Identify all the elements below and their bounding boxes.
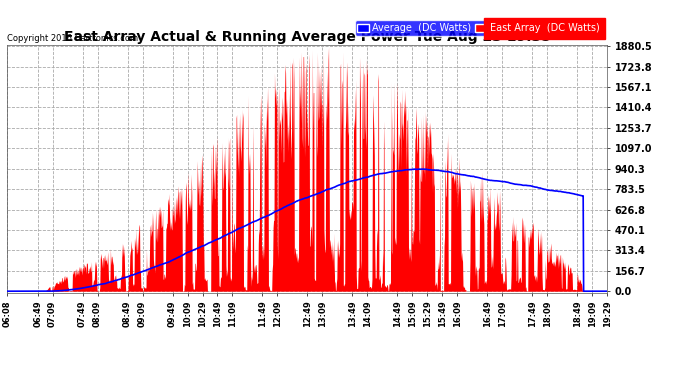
Text: Copyright 2016 Cartronics.com: Copyright 2016 Cartronics.com <box>7 33 138 42</box>
Title: East Array Actual & Running Average Power Tue Aug 23 19:35: East Array Actual & Running Average Powe… <box>63 30 551 44</box>
Legend: Average  (DC Watts), East Array  (DC Watts): Average (DC Watts), East Array (DC Watts… <box>355 20 602 36</box>
